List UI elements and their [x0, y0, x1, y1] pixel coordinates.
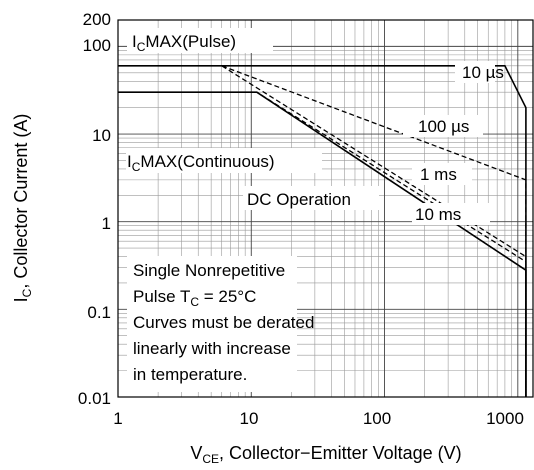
x-axis-title: VCE, Collector−Emitter Voltage (V) [190, 443, 461, 466]
annotation-1ms: 1 ms [420, 165, 457, 184]
curves [118, 65, 527, 397]
annotation-continuous: ICMAX(Continuous) [127, 152, 275, 174]
label-bg-1ms [412, 163, 472, 185]
x-tick-label: 1000 [486, 409, 524, 428]
y-tick-label: 0.01 [78, 389, 111, 408]
curve-dc-operation [118, 91, 527, 397]
annotation-100us: 100 µs [418, 117, 469, 136]
label-bg-pulse [127, 28, 273, 53]
y-tick-label: 0.1 [87, 303, 111, 322]
label-bg-10ms [412, 203, 490, 225]
x-tick-label: 100 [363, 409, 391, 428]
y-axis-title: IC, Collector Current (A) [11, 114, 34, 303]
label-bg-continuous [126, 148, 322, 173]
y-tick-label: 10 [92, 126, 111, 145]
note-bg [127, 256, 297, 392]
y-tick-label: 200 [83, 10, 111, 29]
label-bg-10us [455, 61, 495, 83]
annotation-10us: 10 µs [462, 63, 504, 82]
label-bg-100us [403, 115, 483, 137]
note-line-2: Pulse TC = 25°C [133, 287, 256, 309]
note-line-1: Single Nonrepetitive [133, 261, 285, 280]
note-line-5: in temperature. [133, 365, 247, 384]
derating-note: Single Nonrepetitive Pulse TC = 25°C Cur… [133, 261, 314, 384]
annotation-10ms: 10 ms [415, 205, 461, 224]
y-tick-label: 100 [83, 36, 111, 55]
x-tick-label: 10 [240, 409, 259, 428]
note-line-4: linearly with increase [133, 339, 291, 358]
note-line-3: Curves must be derated [133, 313, 314, 332]
curve-10-s [118, 65, 527, 397]
plot-frame [117, 19, 534, 398]
annotation-pulse: ICMAX(Pulse) [132, 32, 236, 54]
y-tick-label: 1 [102, 214, 111, 233]
label-bg-dc [243, 186, 379, 210]
annotation-dc: DC Operation [247, 190, 351, 209]
x-tick-label: 1 [113, 409, 122, 428]
